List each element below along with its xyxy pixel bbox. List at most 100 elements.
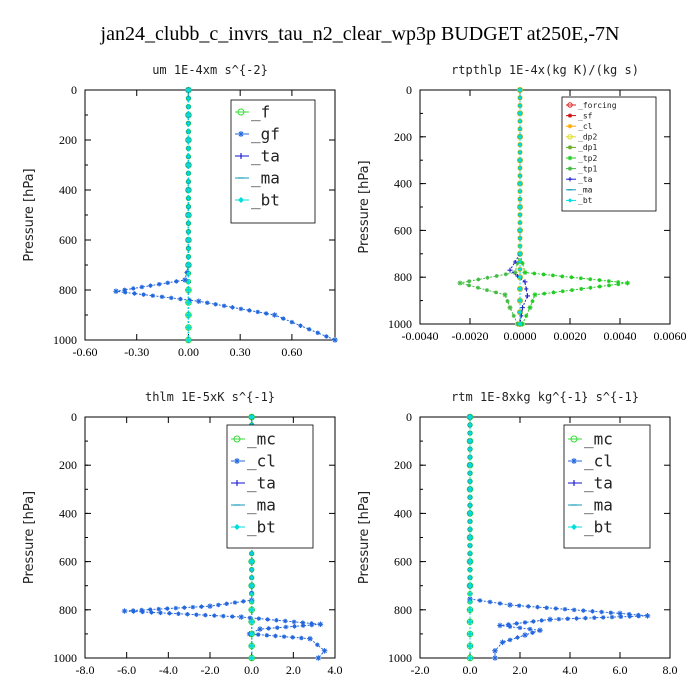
data-point [230,305,235,310]
y-tick-label: 600 [59,555,77,569]
data-point [518,259,522,264]
data-point [221,303,227,309]
data-point [187,297,192,303]
data-point [467,283,471,288]
legend-marker [567,113,573,118]
data-point [131,609,136,614]
data-point [597,278,602,283]
data-point [532,292,538,298]
data-point [517,298,523,304]
legend: _mc _cl _ta _ma _bt [226,424,314,549]
data-point [541,272,546,277]
data-point [238,614,245,620]
x-tick-label: -2.0 [411,663,430,677]
data-point [457,280,463,286]
data-point [300,623,306,628]
data-point [307,635,313,642]
legend-label: _ma [578,186,593,195]
data-point [291,619,297,625]
data-point [241,599,246,604]
y-tick-label: 600 [394,555,412,569]
data-point [467,619,473,625]
legend: _forcing_sf _cl _dp2_dp1 _tp2_tp1 _ta _ma_bt [561,96,657,212]
legend-marker [234,524,240,530]
data-point [507,624,513,629]
data-point [167,611,172,616]
y-tick-label: 1000 [388,317,412,331]
data-point [518,142,522,147]
data-point [467,534,473,541]
data-point [524,286,529,291]
data-point [281,634,287,639]
data-point [537,627,543,634]
data-point [539,618,544,623]
data-point [518,150,522,155]
data-point [517,181,523,187]
data-point [221,613,226,619]
x-tick-label: 0.00 [178,345,199,359]
data-point [467,462,473,468]
data-point [597,284,602,289]
legend-label: _bt [584,518,613,537]
legend-marker [567,102,573,108]
y-tick-label: 0 [71,410,77,424]
data-point [517,251,523,257]
data-point [249,575,254,580]
data-point [467,558,473,565]
data-point [186,154,191,159]
data-point [185,162,192,168]
data-point [274,618,279,623]
data-point [195,298,202,305]
legend: _mc _cl _ta _ma _bt [563,424,651,549]
legend-marker [571,480,577,486]
legend-marker [571,524,577,530]
data-point [560,289,565,294]
data-point [467,422,473,428]
data-point [467,543,473,548]
data-point [140,609,145,615]
data-point [324,334,329,339]
data-point [186,254,191,259]
data-point [517,87,523,93]
data-point [186,196,191,201]
data-point [527,626,533,632]
data-point [216,602,221,608]
data-point [518,236,522,241]
x-tick-label: 2.0 [286,663,301,677]
data-point [618,614,624,620]
data-point [186,279,191,284]
legend-label: _ta [251,147,280,166]
x-tick-label: 4.0 [328,663,343,677]
data-point [186,96,191,101]
data-point [306,327,312,332]
data-point [535,604,540,610]
legend-label: _ta [247,474,276,493]
data-point [517,309,523,315]
data-point [467,479,473,484]
data-point [159,294,165,300]
data-point [467,446,473,452]
data-point [174,279,179,284]
data-point [627,614,633,619]
data-point [636,613,641,619]
legend-marker [238,131,244,137]
data-point [212,613,217,618]
data-point [590,609,595,614]
data-point [467,631,473,637]
data-point [224,601,229,607]
data-point [502,292,508,298]
legend-marker [567,166,573,171]
data-point [290,635,295,640]
legend-label: _tp1 [578,164,597,173]
data-point [608,610,614,615]
data-point [467,607,473,613]
data-point [132,291,137,296]
x-tick-label: 0.0 [463,663,478,677]
data-point [248,558,255,565]
data-point [315,655,322,661]
data-point [256,616,262,621]
data-point [569,275,574,280]
data-point [524,313,529,318]
y-tick-label: 800 [59,283,77,297]
data-point [522,270,528,276]
